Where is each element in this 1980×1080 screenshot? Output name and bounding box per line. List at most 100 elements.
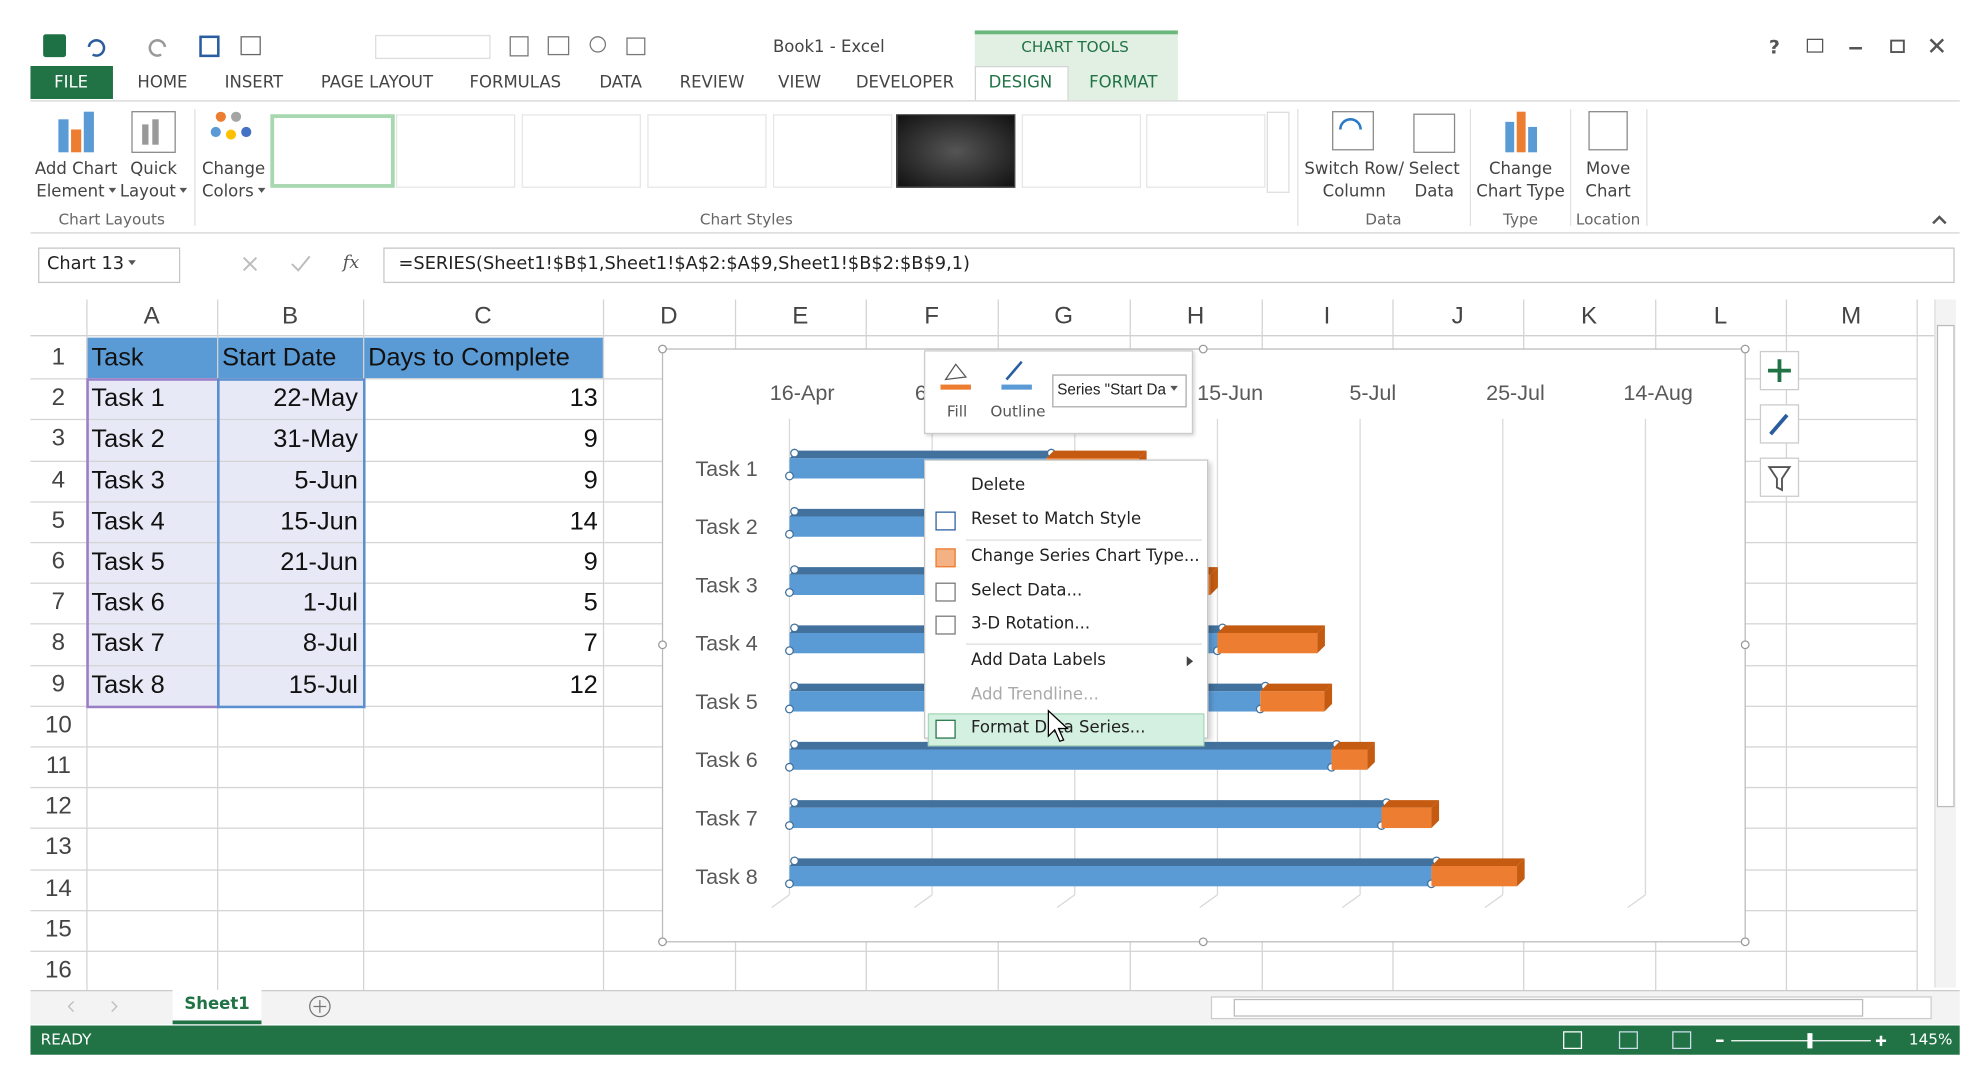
chart-style-thumb[interactable] [647, 114, 767, 188]
menu-item[interactable]: Select Data... [970, 581, 1083, 601]
gallery-scroll[interactable] [1266, 111, 1290, 193]
column-header[interactable]: E [792, 303, 809, 330]
row-header[interactable]: 11 [45, 752, 71, 780]
outline-button[interactable]: Outline [990, 402, 1046, 421]
zoom-thumb[interactable] [1807, 1033, 1813, 1049]
fill-icon[interactable] [944, 363, 968, 381]
enter-icon[interactable] [291, 255, 311, 272]
cell[interactable]: Task 8 [91, 670, 165, 699]
menu-item[interactable]: Reset to Match Style [970, 510, 1142, 530]
outline-icon[interactable] [1005, 360, 1023, 381]
qat-icon[interactable] [589, 36, 607, 53]
ribbon-tab[interactable]: FORMAT [1089, 73, 1158, 93]
chart-style-thumb[interactable] [395, 114, 516, 188]
row-header[interactable]: 13 [44, 834, 72, 862]
restore[interactable] [1890, 39, 1905, 53]
ribbon-button-label[interactable]: Column [1322, 182, 1386, 202]
chart-style-thumb[interactable] [896, 114, 1016, 188]
collapse-ribbon[interactable] [1927, 211, 1952, 229]
chart-filters-button[interactable] [1759, 457, 1800, 497]
column-header[interactable]: A [143, 303, 160, 330]
ribbon-button-label[interactable]: Data [1414, 182, 1454, 202]
cell[interactable]: Task 4 [91, 507, 165, 536]
undo-icon[interactable] [87, 39, 106, 57]
ribbon-tab[interactable]: DEVELOPER [855, 73, 955, 93]
cell[interactable]: 14 [569, 507, 598, 536]
row-header[interactable]: 15 [44, 916, 72, 943]
qat-icon[interactable] [509, 36, 529, 57]
column-header[interactable]: K [1581, 303, 1598, 330]
cell[interactable]: 5-Jun [294, 466, 358, 495]
chart-style-thumb[interactable] [1021, 114, 1142, 188]
cell[interactable]: Task 7 [91, 630, 165, 658]
selection-handle[interactable] [1198, 937, 1208, 947]
header-cell[interactable]: Task [91, 343, 144, 372]
nav-arrows[interactable] [67, 1000, 118, 1013]
name-box[interactable]: Chart 13 [47, 254, 136, 274]
ribbon-tab[interactable]: HOME [137, 73, 188, 93]
qat-icon[interactable] [626, 37, 646, 56]
row-header[interactable]: 3 [51, 425, 66, 453]
ribbon-button-label[interactable]: Change [1488, 159, 1553, 179]
excel-icon[interactable] [43, 34, 66, 58]
cell[interactable]: Task 2 [91, 425, 165, 454]
row-header[interactable]: 7 [51, 589, 66, 616]
cell[interactable]: Task 1 [91, 384, 165, 413]
formula-box[interactable] [383, 247, 1955, 284]
row-header[interactable]: 10 [44, 711, 72, 739]
qat-icon[interactable] [547, 36, 570, 56]
column-header[interactable]: L [1713, 303, 1728, 330]
row-header[interactable]: 9 [51, 670, 66, 698]
ribbon-options[interactable] [1806, 38, 1824, 53]
row-header[interactable]: 16 [44, 956, 72, 984]
cell[interactable]: 12 [569, 670, 598, 699]
chart-style-thumb[interactable] [270, 114, 395, 188]
cell[interactable]: 31-May [273, 425, 358, 454]
cell[interactable]: 7 [583, 630, 598, 658]
h-scroll-thumb[interactable] [1233, 998, 1864, 1017]
menu-item[interactable]: 3-D Rotation... [970, 614, 1091, 634]
row-header[interactable]: 12 [44, 793, 72, 821]
ribbon-tab[interactable]: VIEW [778, 73, 822, 93]
row-header[interactable]: 8 [51, 630, 66, 657]
ribbon-button-label[interactable]: Change [201, 159, 266, 179]
row-header[interactable]: 5 [51, 507, 66, 535]
cell[interactable]: 8-Jul [302, 630, 358, 658]
ribbon-tab[interactable]: DESIGN [988, 73, 1053, 93]
series-select-frame[interactable] [1052, 374, 1187, 408]
selection-handle[interactable] [658, 937, 667, 947]
v-scroll-thumb[interactable] [1936, 324, 1955, 808]
ribbon-tab[interactable]: DATA [599, 73, 642, 93]
chart-style-thumb[interactable] [1146, 114, 1266, 188]
zoom-level[interactable]: 145% [1908, 1030, 1953, 1049]
ribbon-button-label[interactable]: Chart Type [1476, 182, 1565, 202]
ribbon-button-label[interactable]: Element [36, 183, 116, 202]
selection-handle[interactable] [658, 640, 667, 650]
page-layout-view[interactable] [1618, 1031, 1638, 1050]
row-header[interactable]: 2 [51, 384, 66, 412]
save-icon[interactable] [199, 35, 220, 58]
menu-item[interactable]: Delete [970, 475, 1026, 495]
ribbon-button-label[interactable]: Colors [202, 183, 265, 202]
cell[interactable]: 9 [583, 548, 598, 577]
ribbon-tab[interactable]: INSERT [224, 73, 284, 93]
cell[interactable]: 22-May [273, 384, 358, 413]
normal-view[interactable] [1563, 1031, 1583, 1050]
column-header[interactable]: D [660, 303, 678, 330]
ribbon-tab[interactable]: REVIEW [679, 73, 745, 93]
row-header[interactable]: 4 [51, 466, 66, 494]
ribbon-tab[interactable]: FORMULAS [469, 73, 562, 93]
selection-handle[interactable] [1740, 937, 1750, 947]
help-button[interactable]: ? [1768, 35, 1780, 59]
cell[interactable]: Task 3 [91, 466, 165, 495]
series-select[interactable]: Series "Start Da [1057, 381, 1177, 399]
row-header[interactable]: 14 [44, 875, 72, 902]
new-sheet[interactable] [307, 994, 335, 1019]
column-header[interactable]: B [281, 303, 299, 330]
fill-button[interactable]: Fill [946, 402, 968, 421]
row-header[interactable]: 1 [51, 343, 66, 371]
column-header[interactable]: I [1323, 303, 1331, 330]
ribbon-button-label[interactable]: Move [1585, 159, 1631, 179]
ribbon-button-label[interactable]: Switch Row/ [1304, 159, 1405, 179]
cell[interactable]: 9 [583, 466, 598, 495]
